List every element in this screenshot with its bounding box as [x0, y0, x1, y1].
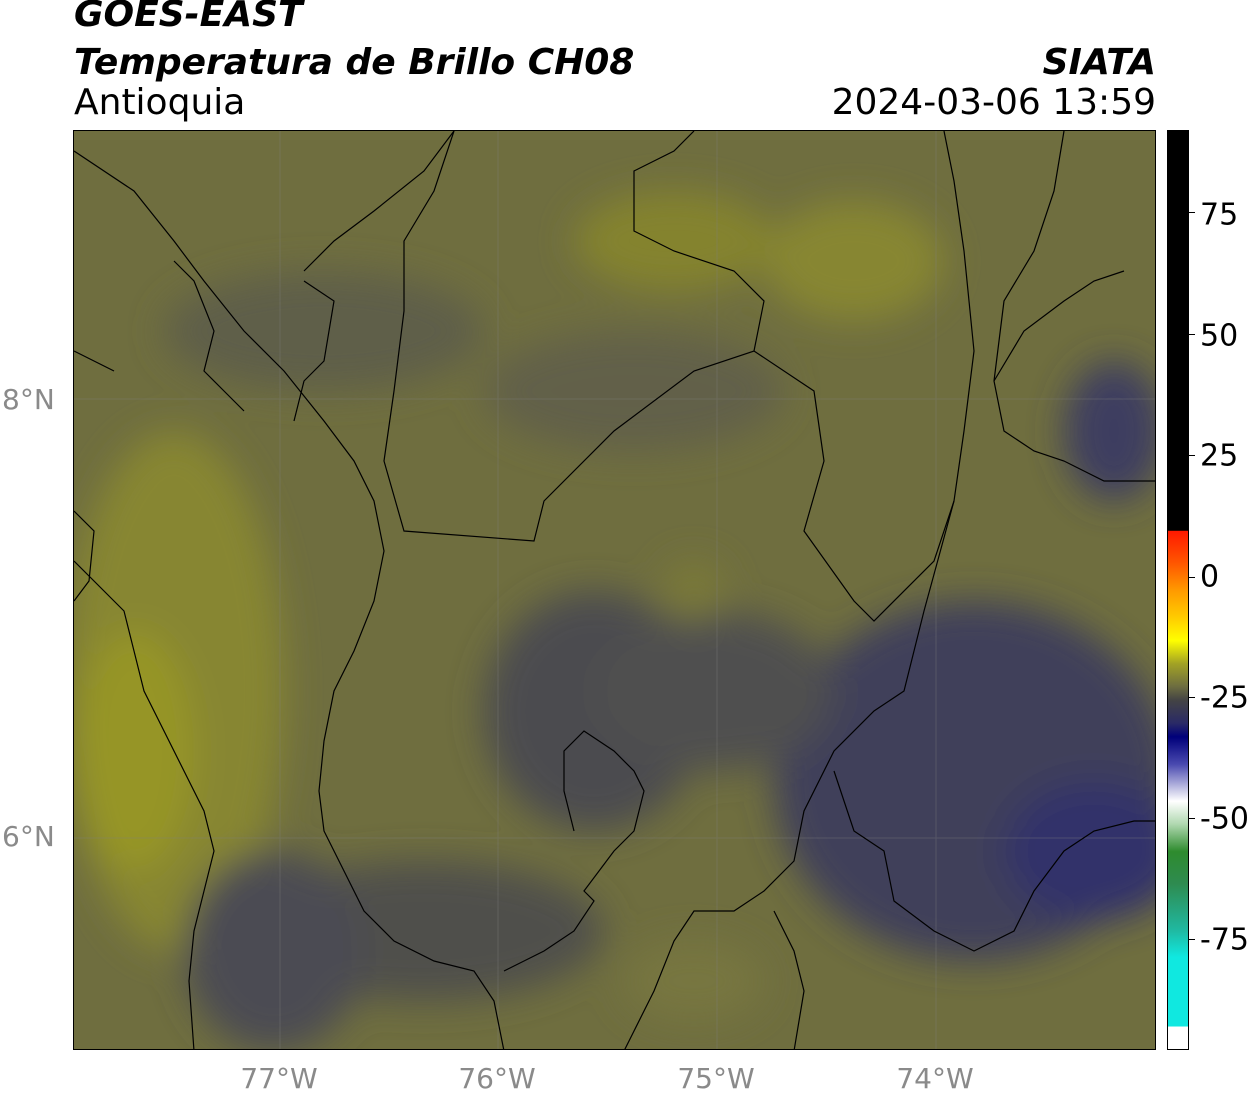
lon-label-77w: 77°W: [240, 1062, 318, 1095]
colorbar-tick: [1189, 577, 1195, 578]
colorbar-label-neg25: -25: [1200, 680, 1249, 716]
colorbar-label-50: 50: [1200, 318, 1239, 354]
satellite-map: [73, 130, 1156, 1050]
region-label: Antioquia: [74, 82, 246, 123]
boundaries: [74, 131, 1155, 1049]
graticule: [74, 131, 1155, 1049]
colorbar-label-25: 25: [1200, 438, 1239, 474]
lon-label-76w: 76°W: [458, 1062, 536, 1095]
lon-label-75w: 75°W: [677, 1062, 755, 1095]
colorbar-tick: [1189, 212, 1195, 213]
lat-label-8n: 8°N: [2, 383, 55, 416]
colorbar-label-75: 75: [1200, 197, 1239, 233]
lon-label-74w: 74°W: [896, 1062, 974, 1095]
colorbar-tick: [1189, 697, 1195, 698]
product-subtitle: Temperatura de Brillo CH08: [74, 42, 635, 83]
datetime-label: 2024-03-06 13:59: [831, 82, 1156, 123]
colorbar-label-neg50: -50: [1200, 801, 1249, 837]
colorbar-tick: [1189, 334, 1195, 335]
colorbar-label-neg75: -75: [1200, 922, 1249, 958]
product-title: GOES-EAST: [74, 0, 303, 35]
lat-label-6n: 6°N: [2, 820, 55, 853]
map-canvas: [74, 131, 1155, 1049]
colorbar-tick: [1189, 939, 1195, 940]
colorbar-tick: [1189, 818, 1195, 819]
colorbar: [1167, 130, 1189, 1050]
organization-label: SIATA: [1042, 42, 1156, 83]
temperature-field: [74, 191, 1155, 1049]
colorbar-tick: [1189, 455, 1195, 456]
colorbar-label-0: 0: [1200, 559, 1220, 595]
